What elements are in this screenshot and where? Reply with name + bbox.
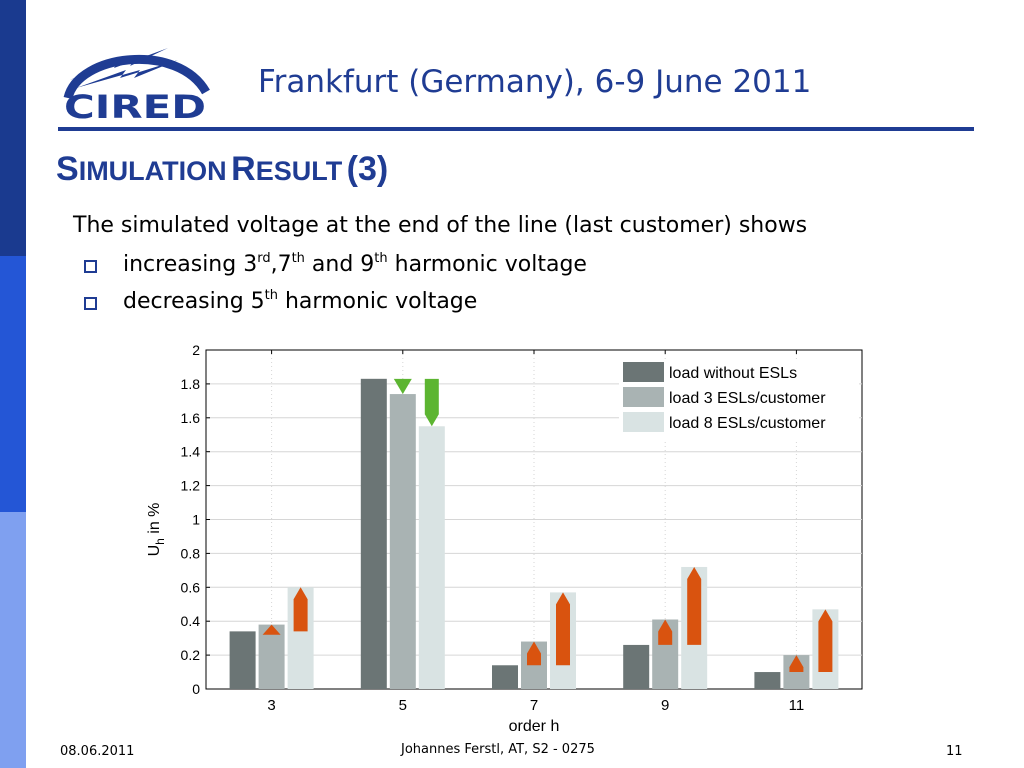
bullet-2-prefix: decreasing 5 [123, 289, 265, 314]
arrow-up-3-series-3 [293, 587, 308, 632]
y-tick-label: 0.2 [181, 647, 201, 663]
arrow-up-9-series-3 [687, 566, 702, 645]
y-tick-label: 1.8 [181, 376, 201, 392]
bullet-1-sup-3: th [374, 251, 388, 266]
cired-logo: CIRED [63, 48, 210, 122]
bar-5-series-2 [389, 394, 416, 689]
conference-title: Frankfurt (Germany), 6-9 June 2011 [258, 64, 812, 100]
y-tick-label: 0.8 [181, 545, 201, 561]
slide-title-number: (3) [346, 150, 389, 188]
left-color-bar-middle [0, 256, 26, 512]
bullet-1-mid-2: and 9 [304, 252, 375, 277]
bar-9-series-1 [623, 644, 650, 689]
arrow-down-5-series-2 [393, 378, 412, 395]
y-tick-label: 1.2 [181, 478, 201, 494]
bar-5-series-3 [418, 426, 445, 689]
legend-swatch-1 [623, 362, 664, 382]
harmonic-voltage-chart: 0 0.2 0.4 0.6 0.8 1 1.2 1.4 1.6 1.8 2 3 5 7 9 11 order h… [146, 342, 863, 735]
logo-text: CIRED [64, 88, 206, 122]
footer-date: 08.06.2011 [60, 744, 135, 759]
square-bullet-icon [84, 297, 97, 310]
bar-3-series-1 [229, 631, 256, 689]
legend-label-1: load without ESLs [669, 365, 797, 382]
logo-arc [63, 54, 210, 100]
bullet-1-prefix: increasing 3 [123, 252, 258, 277]
bullet-text-1: increasing 3rd,7th and 9th harmonic volt… [123, 251, 587, 277]
arrow-up-7-series-2 [527, 641, 541, 666]
slide-title-word-2: ESULT [255, 156, 343, 186]
arrow-up-11-series-3 [818, 609, 833, 673]
slide-title-initial-2: R [231, 150, 256, 188]
footer-page-number: 11 [946, 744, 963, 759]
x-tick-label: 9 [661, 697, 669, 714]
x-axis-label: order h [509, 718, 560, 735]
x-tick-label: 11 [789, 697, 805, 714]
bullet-1-sup-2: th [291, 251, 305, 266]
bar-11-series-1 [754, 672, 781, 689]
y-tick-label: 2 [192, 342, 200, 358]
bullet-1-mid-1: ,7 [270, 252, 292, 277]
left-color-bar [0, 0, 26, 768]
logo-lightning-bolt-2 [76, 60, 178, 88]
x-tick-label: 7 [530, 697, 538, 714]
slide-title-word-1: IMULATION [78, 156, 227, 186]
footer-author: Johannes Ferstl, AT, S2 - 0275 [401, 742, 595, 757]
x-tick-label: 5 [399, 697, 407, 714]
bar-3-series-2 [258, 624, 285, 689]
arrow-up-7-series-3 [556, 592, 570, 666]
left-color-bar-top [0, 0, 26, 256]
bullet-1-sup-1: rd [257, 251, 271, 266]
intro-text: The simulated voltage at the end of the … [73, 213, 808, 238]
bar-5-series-1 [360, 378, 387, 689]
bullet-text-2: decreasing 5th harmonic voltage [123, 288, 477, 314]
legend-label-3: load 8 ESLs/customer [669, 415, 826, 432]
arrow-up-3-series-2 [262, 624, 281, 635]
bullet-2-suffix: harmonic voltage [278, 289, 478, 314]
y-tick-label: 0.4 [181, 613, 201, 629]
x-tick-label: 3 [267, 697, 275, 714]
left-color-bar-bottom [0, 512, 26, 768]
y-tick-label: 1 [192, 512, 200, 528]
y-axis-label: Uh in % [146, 503, 167, 557]
arrow-up-9-series-2 [658, 619, 673, 645]
slide-title: SIMULATION RESULT (3) [56, 150, 388, 189]
bar-7-series-1 [492, 665, 518, 689]
logo-lightning-bolt-1 [70, 48, 168, 80]
square-bullet-icon [84, 260, 97, 273]
y-tick-label: 1.6 [181, 410, 201, 426]
y-tick-label: 1.4 [181, 444, 201, 460]
y-tick-label: 0.6 [181, 579, 201, 595]
arrow-up-11-series-2 [789, 655, 804, 673]
slide-title-initial-1: S [56, 150, 79, 188]
header-divider [58, 127, 974, 131]
legend-swatch-3 [623, 412, 664, 432]
bullet-2-sup-1: th [264, 288, 278, 303]
y-tick-label: 0 [192, 681, 200, 697]
legend-label-2: load 3 ESLs/customer [669, 390, 826, 407]
legend-swatch-2 [623, 387, 664, 407]
arrow-down-5-series-3 [424, 378, 439, 427]
bullet-1-suffix: harmonic voltage [387, 252, 587, 277]
